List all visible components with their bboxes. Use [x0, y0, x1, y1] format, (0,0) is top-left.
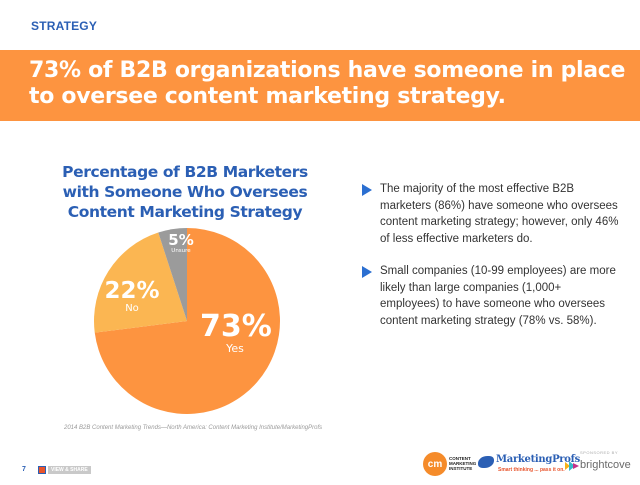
share-icon — [38, 465, 46, 474]
cmi-logo-text: CONTENT MARKETING INSTITUTE — [449, 456, 477, 471]
view-share-label: VIEW & SHARE — [48, 465, 91, 474]
chart-title-line-3: Content Marketing Strategy — [67, 203, 303, 221]
headline-banner: 73% of B2B organizations have someone in… — [0, 50, 640, 121]
finding-bullet: The majority of the most effective B2B m… — [362, 181, 622, 247]
finding-text: The majority of the most effective B2B m… — [380, 183, 619, 245]
cmi-logo-icon: cm — [423, 452, 447, 476]
finding-bullet: Small companies (10-99 employees) are mo… — [362, 263, 622, 329]
triangle-bullet-icon — [362, 266, 372, 278]
headline-line-2: to oversee content marketing strategy. — [29, 84, 506, 109]
pie-label-unsure: 5% Unsure — [168, 231, 194, 255]
chart-title: Percentage of B2B Marketers with Someone… — [50, 162, 320, 222]
pie-slices — [94, 228, 280, 414]
brightcove-logo: SPONSORED BY brightcove — [565, 450, 631, 480]
finding-text: Small companies (10-99 employees) are mo… — [380, 265, 616, 327]
brightcove-mark-icon — [565, 461, 579, 471]
headline: 73% of B2B organizations have someone in… — [29, 58, 629, 110]
marketingprofs-logo: MarketingProfs Smart thinking ... pass i… — [478, 454, 580, 478]
section-label: STRATEGY — [31, 19, 98, 33]
pie-label-yes: 73% Yes — [200, 309, 272, 355]
view-share-button[interactable]: VIEW & SHARE — [38, 465, 91, 474]
bird-icon — [478, 456, 494, 468]
pie-label-no: 22% No — [104, 278, 160, 315]
headline-line-1: 73% of B2B organizations have someone in… — [29, 58, 626, 83]
source-citation: 2014 B2B Content Marketing Trends—North … — [64, 425, 323, 431]
triangle-bullet-icon — [362, 184, 372, 196]
chart-title-line-2: with Someone Who Oversees — [62, 183, 308, 201]
pie-slice-unsure — [158, 228, 187, 321]
key-findings: The majority of the most effective B2B m… — [362, 181, 622, 345]
chart-title-line-1: Percentage of B2B Marketers — [62, 163, 308, 181]
pie-slice-no — [94, 232, 187, 333]
page-number: 7 — [22, 466, 26, 473]
pie-slice-yes — [94, 228, 280, 414]
footer-logos: cm CONTENT MARKETING INSTITUTE Marketing… — [420, 450, 631, 480]
